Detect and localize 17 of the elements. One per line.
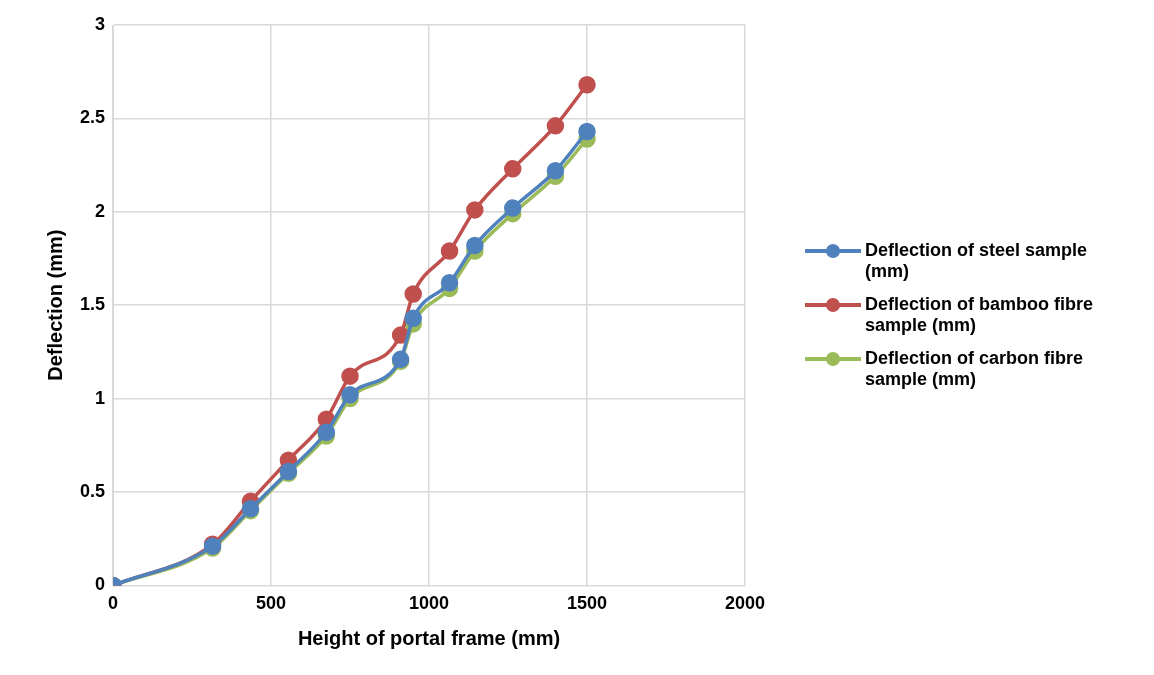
x-tick-label: 500 bbox=[255, 593, 287, 614]
y-tick-label: 2.5 bbox=[79, 107, 106, 128]
x-axis-title: Height of portal frame (mm) bbox=[297, 626, 561, 649]
y-tick-label: 1.5 bbox=[79, 294, 106, 315]
x-tick-label: 0 bbox=[108, 593, 119, 614]
legend-label: Deflection of steel sample (mm) bbox=[865, 240, 1089, 282]
y-tick-label: 0 bbox=[95, 574, 106, 595]
y-axis-title: Deflection (mm) bbox=[43, 229, 66, 381]
x-tick-label: 1000 bbox=[408, 593, 450, 614]
y-tick-label: 1 bbox=[95, 387, 106, 408]
x-tick-label: 2000 bbox=[724, 593, 766, 614]
y-tick-label: 3 bbox=[95, 13, 106, 34]
legend-label: Deflection of carbon fibre sample (mm) bbox=[865, 348, 1085, 390]
y-tick-label: 0.5 bbox=[79, 480, 106, 501]
x-tick-label: 1500 bbox=[566, 593, 608, 614]
legend-label: Deflection of bamboo fibre sample (mm) bbox=[865, 294, 1094, 336]
y-tick-label: 2 bbox=[95, 200, 106, 221]
